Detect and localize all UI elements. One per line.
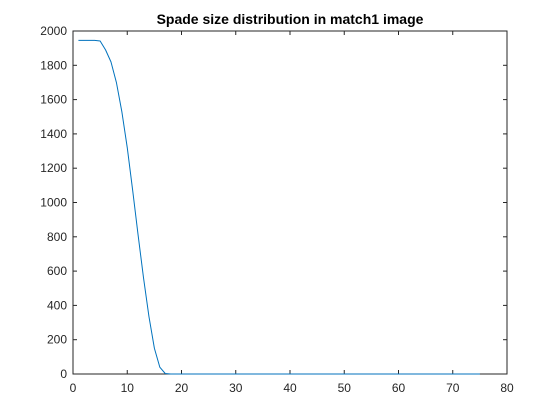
x-tick-label: 40	[283, 381, 297, 395]
series-layer	[78, 39, 480, 375]
plot-area: 0 10 20 30 40 50 60 70 80 0 200 400 600 800 1000 1200 1…	[40, 24, 514, 395]
x-tick-label: 0	[70, 381, 77, 395]
y-tick-label: 400	[47, 298, 67, 312]
x-tick-label: 30	[229, 381, 243, 395]
x-tick-label: 10	[121, 381, 135, 395]
y-tick-label: 0	[60, 367, 67, 381]
chart-title: Spade size distribution in match1 image	[157, 11, 424, 27]
y-tick-label: 800	[47, 230, 67, 244]
x-tick-label: 60	[392, 381, 406, 395]
x-tick-label: 50	[338, 381, 352, 395]
x-tick-label: 70	[446, 381, 460, 395]
y-tick-label: 1000	[40, 196, 67, 210]
y-tick-label: 2000	[40, 24, 67, 38]
series-line-0	[78, 39, 480, 375]
y-tick-label: 1600	[40, 93, 67, 107]
y-tick-label: 200	[47, 333, 67, 347]
y-tick-label: 1400	[40, 127, 67, 141]
y-tick-label: 600	[47, 264, 67, 278]
y-tick-label: 1800	[40, 58, 67, 72]
x-tick-label: 80	[500, 381, 514, 395]
x-axis: 0 10 20 30 40 50 60 70 80	[70, 31, 514, 395]
axes-box	[72, 30, 508, 375]
y-axis: 0 200 400 600 800 1000 1200 1400 1600 1800 2000	[40, 24, 507, 381]
y-tick-label: 1200	[40, 161, 67, 175]
x-tick-label: 20	[175, 381, 189, 395]
